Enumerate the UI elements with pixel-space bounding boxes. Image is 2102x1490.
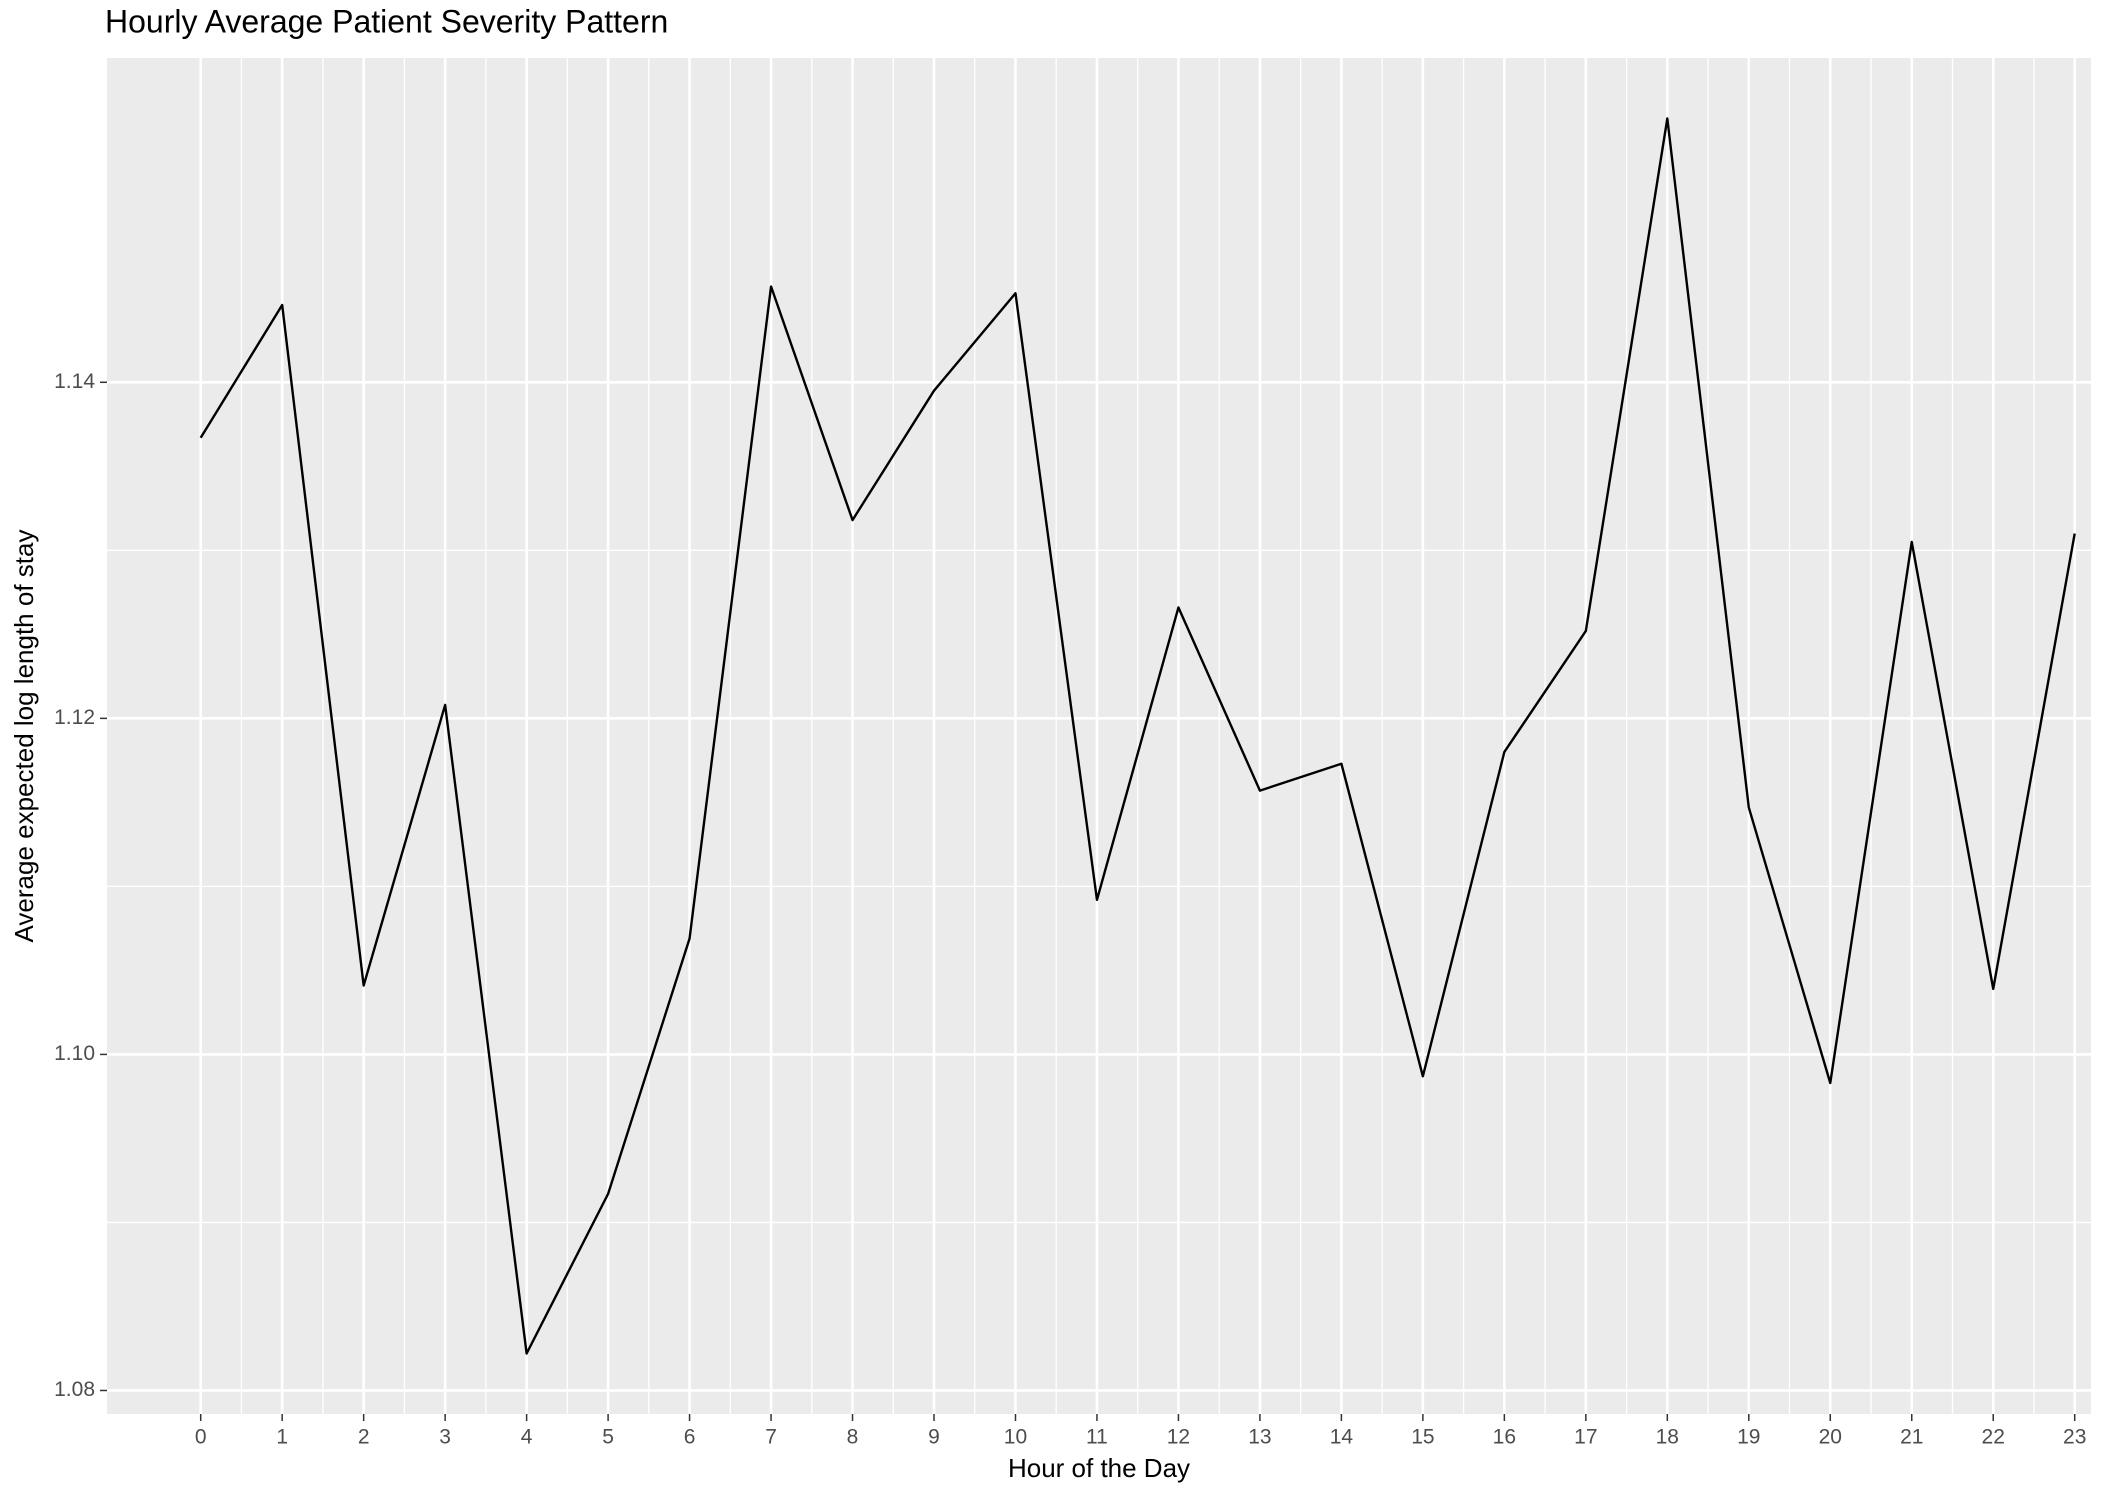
x-tick-label: 4 [521, 1426, 533, 1449]
x-tick-label: 5 [602, 1426, 614, 1449]
x-tick-label: 10 [1004, 1426, 1027, 1449]
y-tick-label: 1.08 [54, 1378, 95, 1401]
y-tick-label: 1.12 [54, 706, 95, 729]
x-tick-label: 11 [1086, 1426, 1108, 1449]
y-tick-label: 1.10 [54, 1042, 95, 1065]
x-tick-label: 3 [439, 1426, 451, 1449]
plot-panel [107, 58, 2091, 1414]
x-tick-label: 21 [1900, 1426, 1923, 1449]
x-tick-label: 18 [1656, 1426, 1679, 1449]
data-line [199, 117, 2076, 1355]
x-tick-label: 7 [765, 1426, 777, 1449]
x-tick-label: 1 [276, 1426, 288, 1449]
x-tick-label: 22 [1982, 1426, 2005, 1449]
x-tick-label: 13 [1248, 1426, 1271, 1449]
x-tick-label: 23 [2063, 1426, 2086, 1449]
x-tick-label: 0 [195, 1426, 207, 1449]
x-tick-label: 8 [847, 1426, 859, 1449]
x-tick-label: 2 [358, 1426, 370, 1449]
x-tick-label: 15 [1411, 1426, 1434, 1449]
x-axis-title: Hour of the Day [1008, 1453, 1190, 1483]
y-axis-title: Average expected log length of stay [9, 530, 39, 943]
x-tick-label: 16 [1493, 1426, 1516, 1449]
x-tick-label: 9 [928, 1426, 940, 1449]
y-tick-label: 1.14 [54, 370, 95, 393]
x-tick-label: 12 [1167, 1426, 1190, 1449]
chart-title: Hourly Average Patient Severity Pattern [105, 3, 668, 39]
x-tick-label: 14 [1330, 1426, 1354, 1449]
x-tick-label: 17 [1574, 1426, 1597, 1449]
x-tick-label: 19 [1737, 1426, 1760, 1449]
x-tick-label: 20 [1819, 1426, 1842, 1449]
x-tick-label: 6 [684, 1426, 696, 1449]
